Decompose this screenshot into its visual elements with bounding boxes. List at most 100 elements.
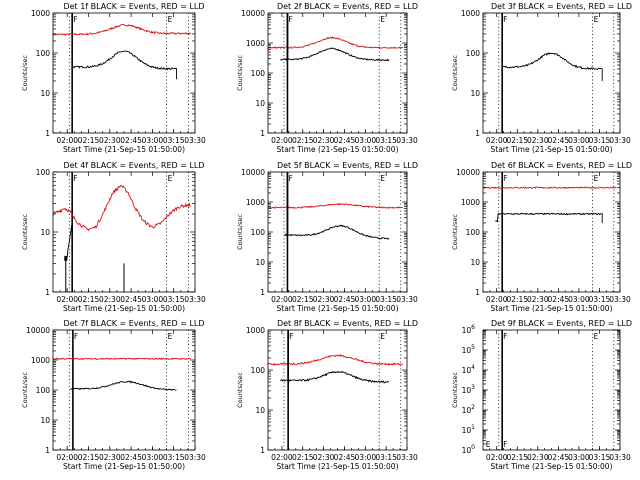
series-black-events <box>495 212 603 223</box>
y-tick-label: 106 <box>462 324 476 335</box>
x-tick-label: 02:30 <box>99 295 121 304</box>
y-tick-label: 1000 <box>31 9 50 18</box>
x-tick-label: 03:15 <box>163 136 185 145</box>
x-tick-label: 02:30 <box>313 136 335 145</box>
x-tick-label: 02:15 <box>506 453 528 462</box>
x-tick-label: 03:30 <box>396 295 418 304</box>
x-tick-label: 02:45 <box>548 453 570 462</box>
y-axis-label: Counts/sec <box>451 372 459 408</box>
y-tick-label: 104 <box>462 364 476 375</box>
series-black-events <box>280 370 390 384</box>
x-tick-label: 03:15 <box>589 136 611 145</box>
y-tick-label: 1 <box>45 288 50 297</box>
x-axis-label: Start Time (21-Sep-15 01:50:00) <box>491 304 613 313</box>
x-axis-label: Start Time (21-Sep-15 01:50:00) <box>277 462 399 471</box>
flag-F-label: F <box>74 332 78 341</box>
x-tick-label: 02:45 <box>120 136 142 145</box>
series-red-lld <box>483 186 617 190</box>
x-tick-label: 03:00 <box>354 136 376 145</box>
flag-E-label: E <box>380 174 385 183</box>
y-tick-label: 1000 <box>246 326 265 335</box>
x-tick-label: 03:00 <box>142 136 164 145</box>
y-tick-label: 100 <box>251 366 266 375</box>
y-tick-label: 10 <box>255 406 265 415</box>
x-tick-label: 02:45 <box>334 136 356 145</box>
x-tick-label: 03:00 <box>142 453 164 462</box>
x-tick-label: 02:30 <box>527 295 549 304</box>
plot-frame <box>267 12 408 134</box>
event-block <box>64 255 68 261</box>
x-tick-label: 03:15 <box>589 453 611 462</box>
y-tick-label: 10000 <box>26 326 50 335</box>
x-tick-label: 02:15 <box>506 295 528 304</box>
flag-F-label: F <box>503 332 507 341</box>
flag-E-label: E <box>486 440 491 449</box>
y-tick-label: 10 <box>40 89 50 98</box>
plot-area <box>498 13 615 133</box>
y-tick-label: 1 <box>45 446 50 455</box>
y-axis-label: Counts/sec <box>451 214 459 250</box>
y-tick-label: 100 <box>251 69 266 78</box>
x-axis-label: Start Time (21-Sep-15 01:50:00) <box>277 145 399 154</box>
y-tick-label: 10000 <box>241 168 265 177</box>
y-tick-label: 1000 <box>246 198 265 207</box>
plot-area <box>268 13 404 133</box>
plot-frame <box>482 171 621 293</box>
flag-F-label: F <box>73 15 77 24</box>
y-tick-label: 10 <box>40 416 50 425</box>
x-tick-label: 02:00 <box>271 453 293 462</box>
flag-E-label: E <box>380 332 385 341</box>
x-tick-label: 03:30 <box>396 136 418 145</box>
plot-area <box>268 330 403 450</box>
x-axis-label: Start Time (21-Sep-15 01:50:00) <box>63 145 185 154</box>
y-tick-label: 1 <box>475 288 480 297</box>
y-tick-label: 100 <box>251 228 266 237</box>
x-tick-label: 03:15 <box>589 295 611 304</box>
x-tick-label: 03:00 <box>354 453 376 462</box>
x-tick-label: 02:15 <box>78 136 100 145</box>
x-axis-label: Start Time (21-Sep-15 01:50:00) <box>491 462 613 471</box>
y-tick-label: 1000 <box>461 198 480 207</box>
panel-title: Det 2f BLACK = Events, RED = LLD <box>277 2 418 11</box>
x-tick-label: 02:15 <box>292 295 314 304</box>
panel-title: Det 6f BLACK = Events, RED = LLD <box>491 161 632 170</box>
x-tick-label: 03:30 <box>184 136 206 145</box>
series-black-events <box>284 224 390 240</box>
y-axis-label: Counts/sec <box>236 55 244 91</box>
x-tick-label: 02:45 <box>334 453 356 462</box>
x-tick-label: 02:15 <box>292 453 314 462</box>
plot-area <box>268 172 403 292</box>
x-tick-label: 02:30 <box>99 453 121 462</box>
plot-area <box>53 13 192 133</box>
x-tick-label: 02:15 <box>506 136 528 145</box>
flag-F-label: F <box>288 15 292 24</box>
x-tick-label: 03:30 <box>609 136 631 145</box>
y-axis-label: Counts/sec <box>451 55 459 91</box>
x-tick-label: 02:00 <box>271 295 293 304</box>
x-tick-label: 03:00 <box>142 295 164 304</box>
series-red-lld <box>268 202 403 210</box>
y-tick-label: 10000 <box>241 9 265 18</box>
plot-frame <box>52 12 196 134</box>
series-black-events <box>71 50 177 80</box>
plot-area <box>483 172 617 292</box>
x-tick-label: 03:00 <box>354 295 376 304</box>
series-red-lld <box>53 23 192 37</box>
panel-title: Det 8f BLACK = Events, RED = LLD <box>277 319 418 328</box>
x-tick-label: 02:30 <box>313 295 335 304</box>
y-tick-label: 100 <box>36 168 51 177</box>
x-tick-label: 02:00 <box>271 136 293 145</box>
flag-E-label: E <box>594 15 599 24</box>
y-tick-label: 10 <box>40 228 50 237</box>
x-tick-label: 03:15 <box>375 453 397 462</box>
x-tick-label: 02:30 <box>313 453 335 462</box>
y-axis-label: Counts/sec <box>21 214 29 250</box>
plot-area <box>498 330 615 450</box>
series-red-lld <box>268 354 403 366</box>
flag-E-label: E <box>168 15 173 24</box>
x-tick-label: 02:45 <box>120 453 142 462</box>
